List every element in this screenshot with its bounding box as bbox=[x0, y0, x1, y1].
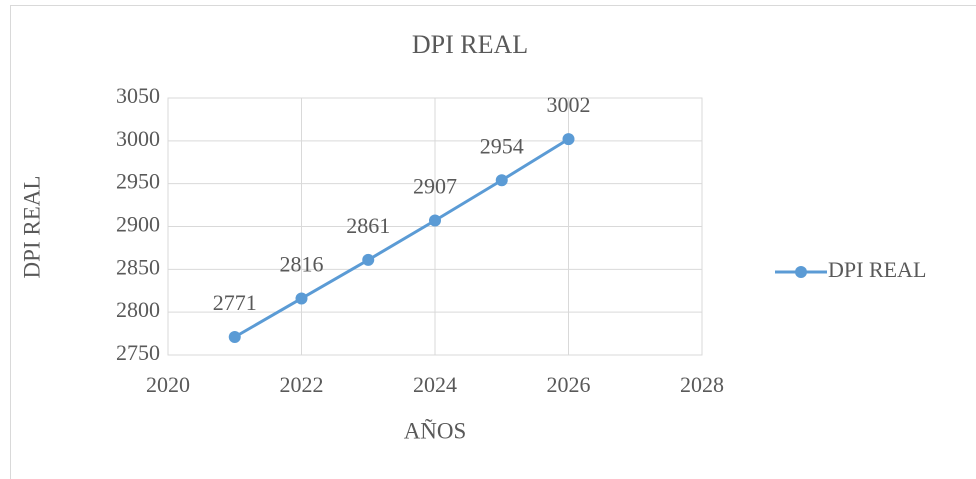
x-tick-label: 2028 bbox=[680, 372, 724, 397]
x-axis-label: AÑOS bbox=[404, 418, 467, 443]
data-point bbox=[362, 253, 375, 266]
data-label: 2954 bbox=[480, 133, 524, 158]
y-tick-label: 2750 bbox=[116, 340, 160, 365]
x-tick-label: 2022 bbox=[280, 372, 324, 397]
chart-title: DPI REAL bbox=[412, 30, 528, 59]
legend-marker bbox=[795, 266, 807, 278]
x-tick-label: 2020 bbox=[146, 372, 190, 397]
x-tick-label: 2024 bbox=[413, 372, 457, 397]
y-tick-label: 2850 bbox=[116, 254, 160, 279]
data-point bbox=[429, 214, 441, 227]
data-point bbox=[495, 174, 508, 187]
data-point bbox=[295, 292, 308, 305]
y-tick-label: 2950 bbox=[116, 169, 160, 194]
data-label: 3002 bbox=[547, 92, 591, 117]
data-label: 2816 bbox=[280, 252, 324, 277]
y-tick-label: 3000 bbox=[116, 126, 160, 151]
plot-border bbox=[167, 97, 703, 356]
data-label: 2861 bbox=[346, 213, 390, 238]
legend-label: DPI REAL bbox=[828, 257, 926, 282]
chart-frame bbox=[10, 5, 976, 479]
y-tick-label: 3050 bbox=[116, 83, 160, 108]
data-label: 2907 bbox=[413, 174, 457, 199]
data-line bbox=[233, 137, 570, 339]
y-axis-label: DPI REAL bbox=[19, 176, 44, 279]
data-label: 2771 bbox=[213, 290, 257, 315]
data-point bbox=[228, 331, 241, 344]
data-point bbox=[562, 133, 575, 146]
y-tick-label: 2900 bbox=[116, 212, 160, 237]
x-tick-label: 2026 bbox=[547, 372, 591, 397]
y-tick-label: 2800 bbox=[116, 297, 160, 322]
